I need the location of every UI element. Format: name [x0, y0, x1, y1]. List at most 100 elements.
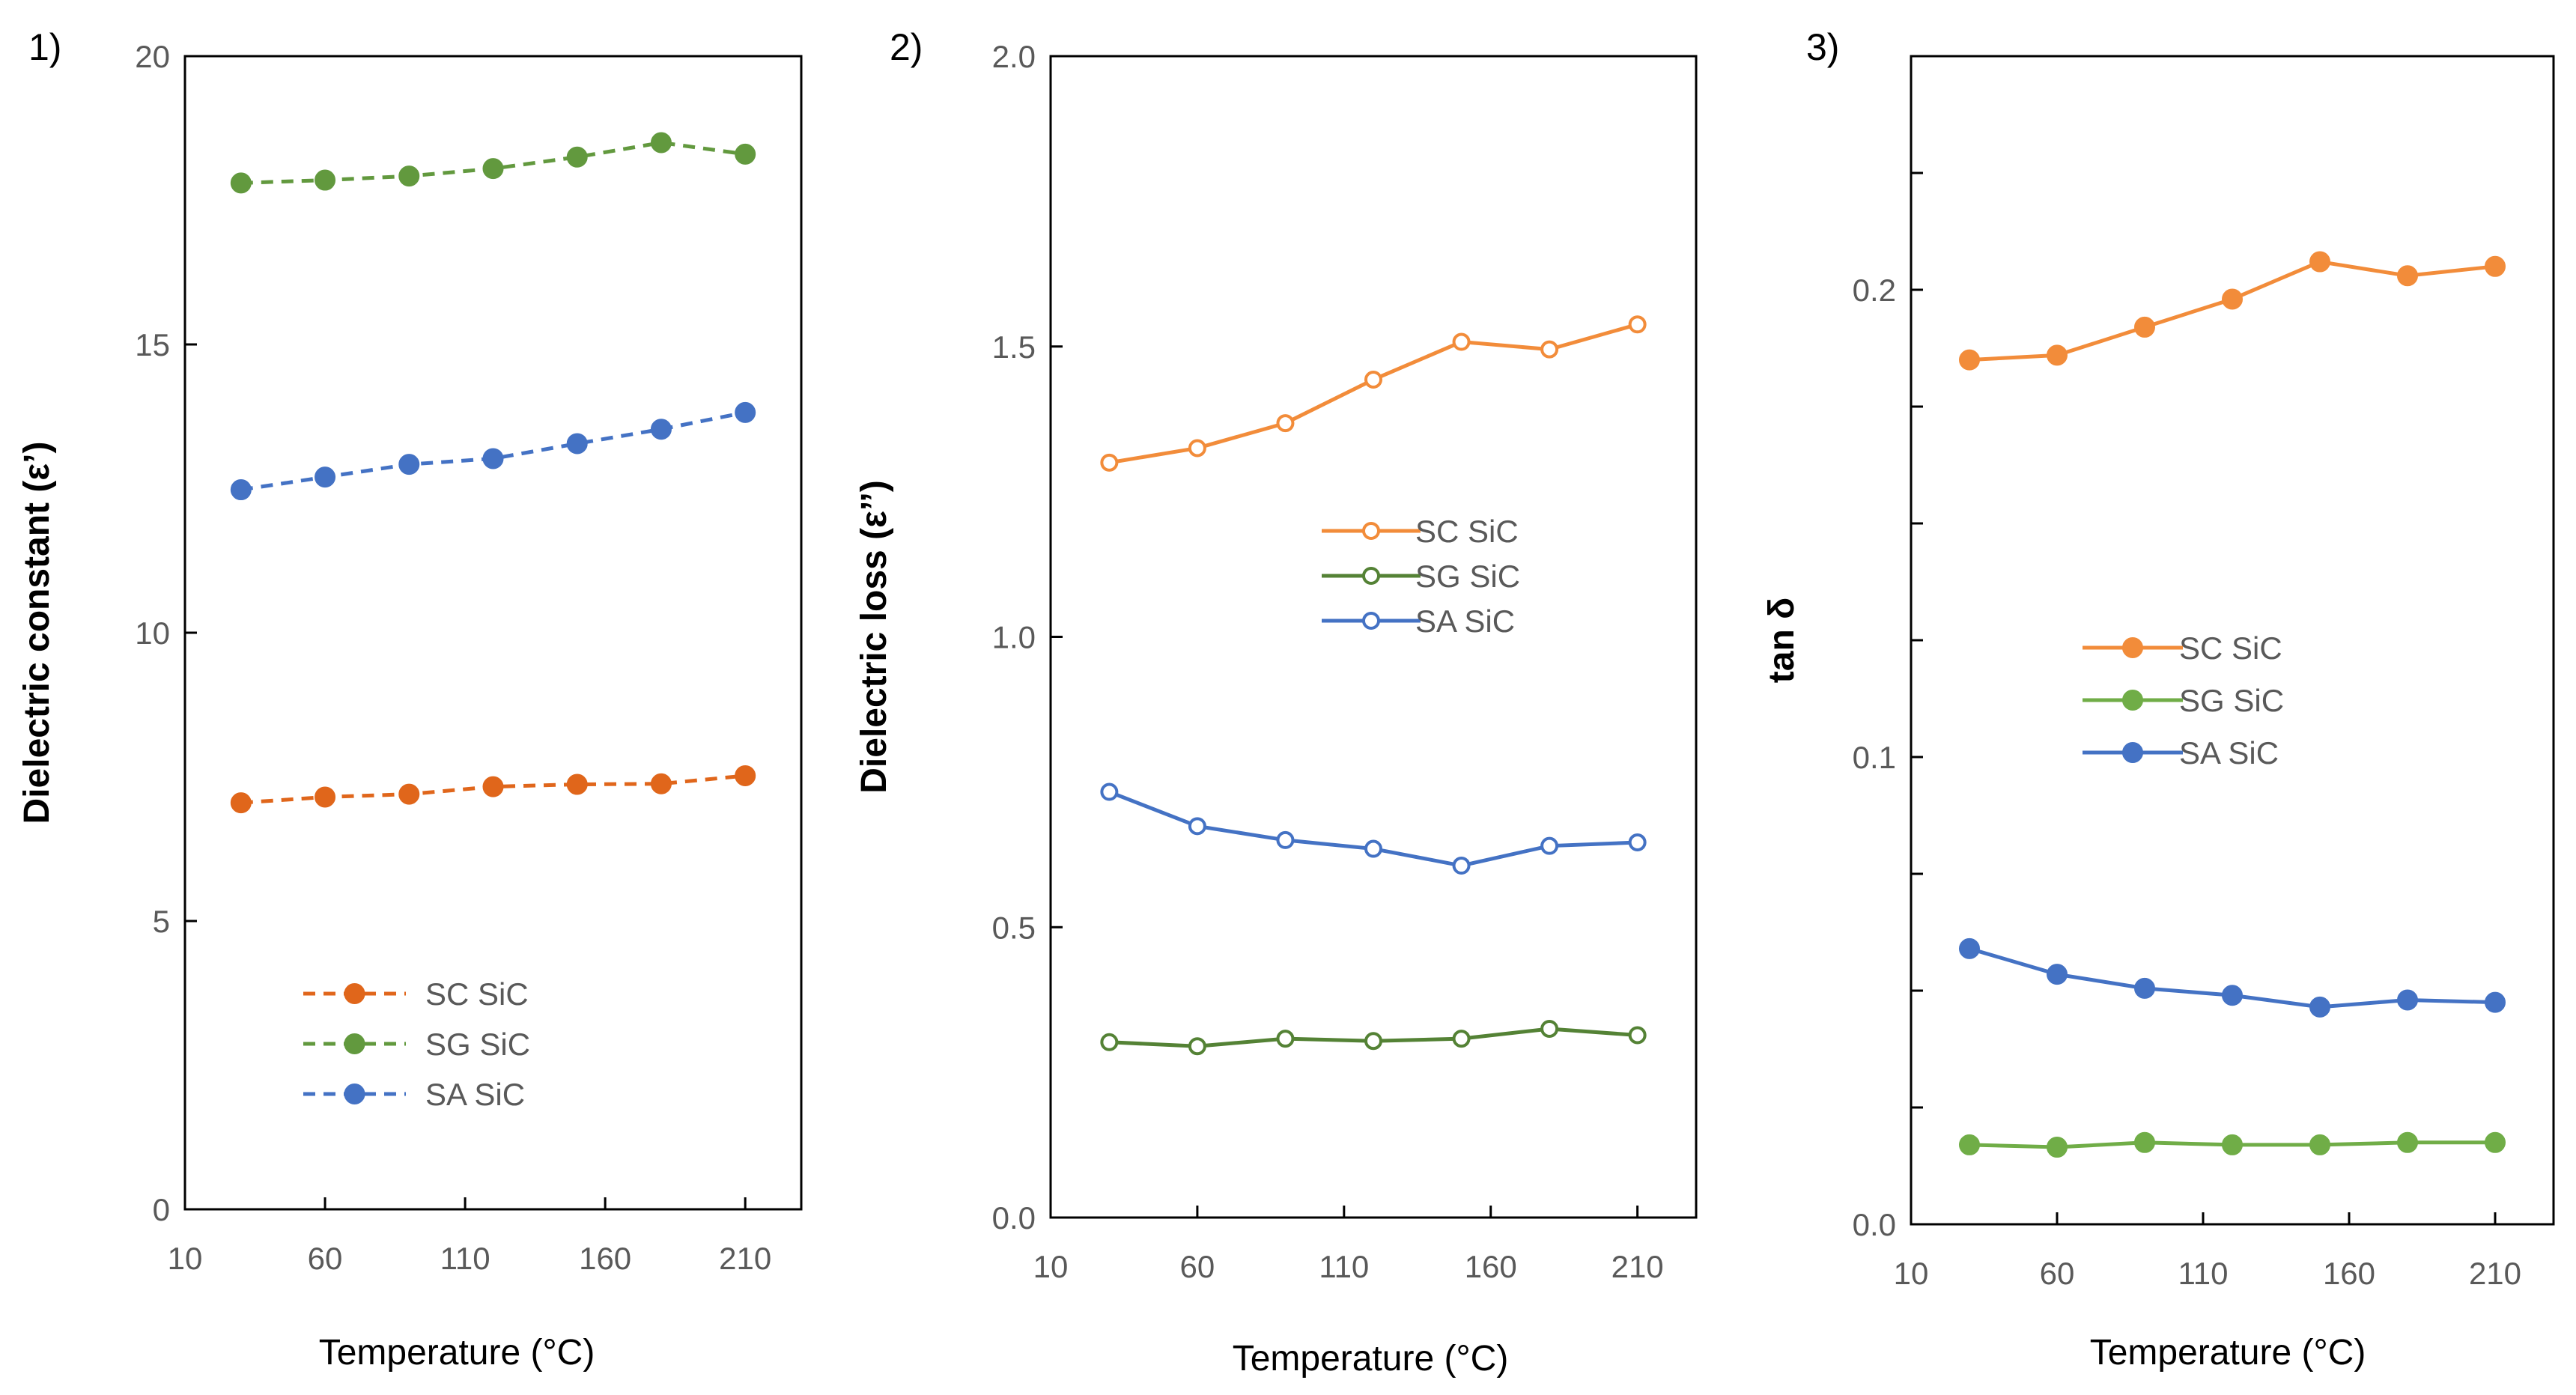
data-point	[1100, 453, 1119, 472]
data-point	[2047, 1137, 2068, 1158]
y-tick-label: 0.0	[1853, 1207, 1896, 1242]
series-sa-sic	[1959, 937, 2506, 1018]
chart-panel-3: 3) 0.0 0.1 0.2 10 60 110 160 210 Temperature (°C)…	[1762, 26, 2555, 1373]
data-point	[230, 172, 252, 194]
legend-marker	[1362, 522, 1380, 540]
y-tick-label: 1.0	[992, 620, 1036, 655]
data-point	[2309, 1134, 2330, 1155]
data-point	[482, 158, 504, 180]
data-point	[315, 466, 336, 488]
legend: SC SiC SG SiC SA SiC	[2083, 630, 2284, 771]
data-point	[735, 143, 756, 165]
data-point	[2309, 996, 2330, 1018]
y-tick-label: 1.5	[992, 329, 1036, 365]
legend-label: SG SiC	[425, 1027, 530, 1062]
x-tick-label: 60	[1180, 1249, 1215, 1284]
series-sg-sic	[1959, 1131, 2506, 1158]
legend-label: SA SiC	[2179, 735, 2279, 771]
data-point	[2222, 985, 2243, 1006]
data-point	[1452, 857, 1471, 875]
legend-marker	[2122, 637, 2143, 658]
data-point	[566, 774, 588, 795]
x-tick-label: 160	[1465, 1249, 1517, 1284]
data-point	[1276, 830, 1295, 849]
y-tick-label: 5	[153, 904, 170, 939]
legend-label: SC SiC	[425, 976, 529, 1012]
series-sc-sic	[1959, 251, 2506, 371]
x-tick-label: 160	[579, 1241, 631, 1276]
data-point	[650, 132, 672, 154]
panel-label: 1)	[28, 26, 61, 68]
legend-marker	[1362, 567, 1380, 585]
x-axis-title: Temperature (°C)	[1233, 1339, 1509, 1379]
y-tick-label: 0.0	[992, 1200, 1036, 1236]
x-tick-label: 110	[2178, 1256, 2229, 1291]
series-sa-sic	[1100, 782, 1647, 875]
x-tick-label: 110	[1319, 1249, 1369, 1284]
legend-marker	[344, 983, 365, 1004]
data-point	[1100, 782, 1119, 801]
data-point	[1364, 1032, 1382, 1051]
x-tick-label: 10	[1894, 1256, 1929, 1291]
data-point	[1959, 349, 1980, 371]
y-axis-title: tan δ	[1762, 598, 1802, 683]
data-point	[1188, 1037, 1206, 1056]
data-point	[2309, 251, 2330, 273]
data-point	[2397, 265, 2418, 287]
data-point	[482, 776, 504, 797]
data-point	[1188, 817, 1206, 836]
data-point	[2485, 255, 2506, 277]
x-tick-label: 10	[1033, 1249, 1069, 1284]
data-point	[2134, 977, 2155, 999]
x-axis-title: Temperature (°C)	[319, 1333, 595, 1373]
legend-marker	[2122, 690, 2143, 711]
x-axis-title: Temperature (°C)	[2090, 1333, 2366, 1373]
data-point	[735, 401, 756, 423]
data-point	[1100, 1033, 1119, 1051]
data-point	[1540, 836, 1559, 855]
data-point	[1452, 1030, 1471, 1048]
legend-label: SG SiC	[2179, 683, 2284, 718]
series-sc-sic	[230, 765, 756, 814]
series-sc-sic	[1100, 315, 1647, 472]
data-point	[650, 773, 672, 794]
y-tick-label: 10	[135, 616, 170, 651]
data-point	[315, 169, 336, 191]
data-point	[1364, 839, 1382, 858]
legend-marker	[344, 1084, 365, 1104]
data-point	[650, 419, 672, 440]
chart-panel-2: 2) 0.0 0.5 1.0 1.5 2.0 10 60 110 160 210 Temperatur…	[854, 26, 1698, 1379]
legend-label: SA SiC	[1415, 604, 1515, 639]
x-tick-label: 210	[719, 1241, 771, 1276]
data-point	[2134, 1131, 2155, 1153]
data-point	[566, 433, 588, 455]
data-point	[2485, 991, 2506, 1013]
legend-label: SG SiC	[1415, 559, 1520, 594]
data-point	[2047, 344, 2068, 366]
data-point	[1364, 370, 1382, 389]
panel-label: 2)	[890, 26, 923, 68]
data-point	[398, 783, 420, 805]
data-point	[2485, 1131, 2506, 1153]
series-line	[1108, 322, 1638, 465]
y-tick-label: 0.2	[1853, 273, 1896, 308]
y-tick-label: 2.0	[992, 39, 1036, 74]
x-tick-label: 210	[1611, 1249, 1664, 1284]
data-point	[1628, 315, 1647, 334]
legend: SC SiC SG SiC SA SiC	[1322, 514, 1520, 639]
series-sg-sic	[230, 132, 756, 194]
panel-label: 3)	[1806, 26, 1839, 68]
data-point	[1540, 340, 1559, 359]
legend-label: SC SiC	[1415, 514, 1519, 549]
data-point	[398, 454, 420, 475]
data-point	[1628, 833, 1647, 852]
data-point	[566, 146, 588, 168]
x-tick-label: 10	[168, 1241, 203, 1276]
data-point	[230, 479, 252, 501]
legend-label: SA SiC	[425, 1077, 525, 1112]
y-axis-title: Dielectric loss (ε’’)	[854, 480, 894, 793]
data-point	[735, 765, 756, 786]
data-point	[1452, 332, 1471, 351]
y-axis-title: Dielectric constant (ε’)	[17, 442, 57, 824]
legend-label: SC SiC	[2179, 630, 2282, 666]
